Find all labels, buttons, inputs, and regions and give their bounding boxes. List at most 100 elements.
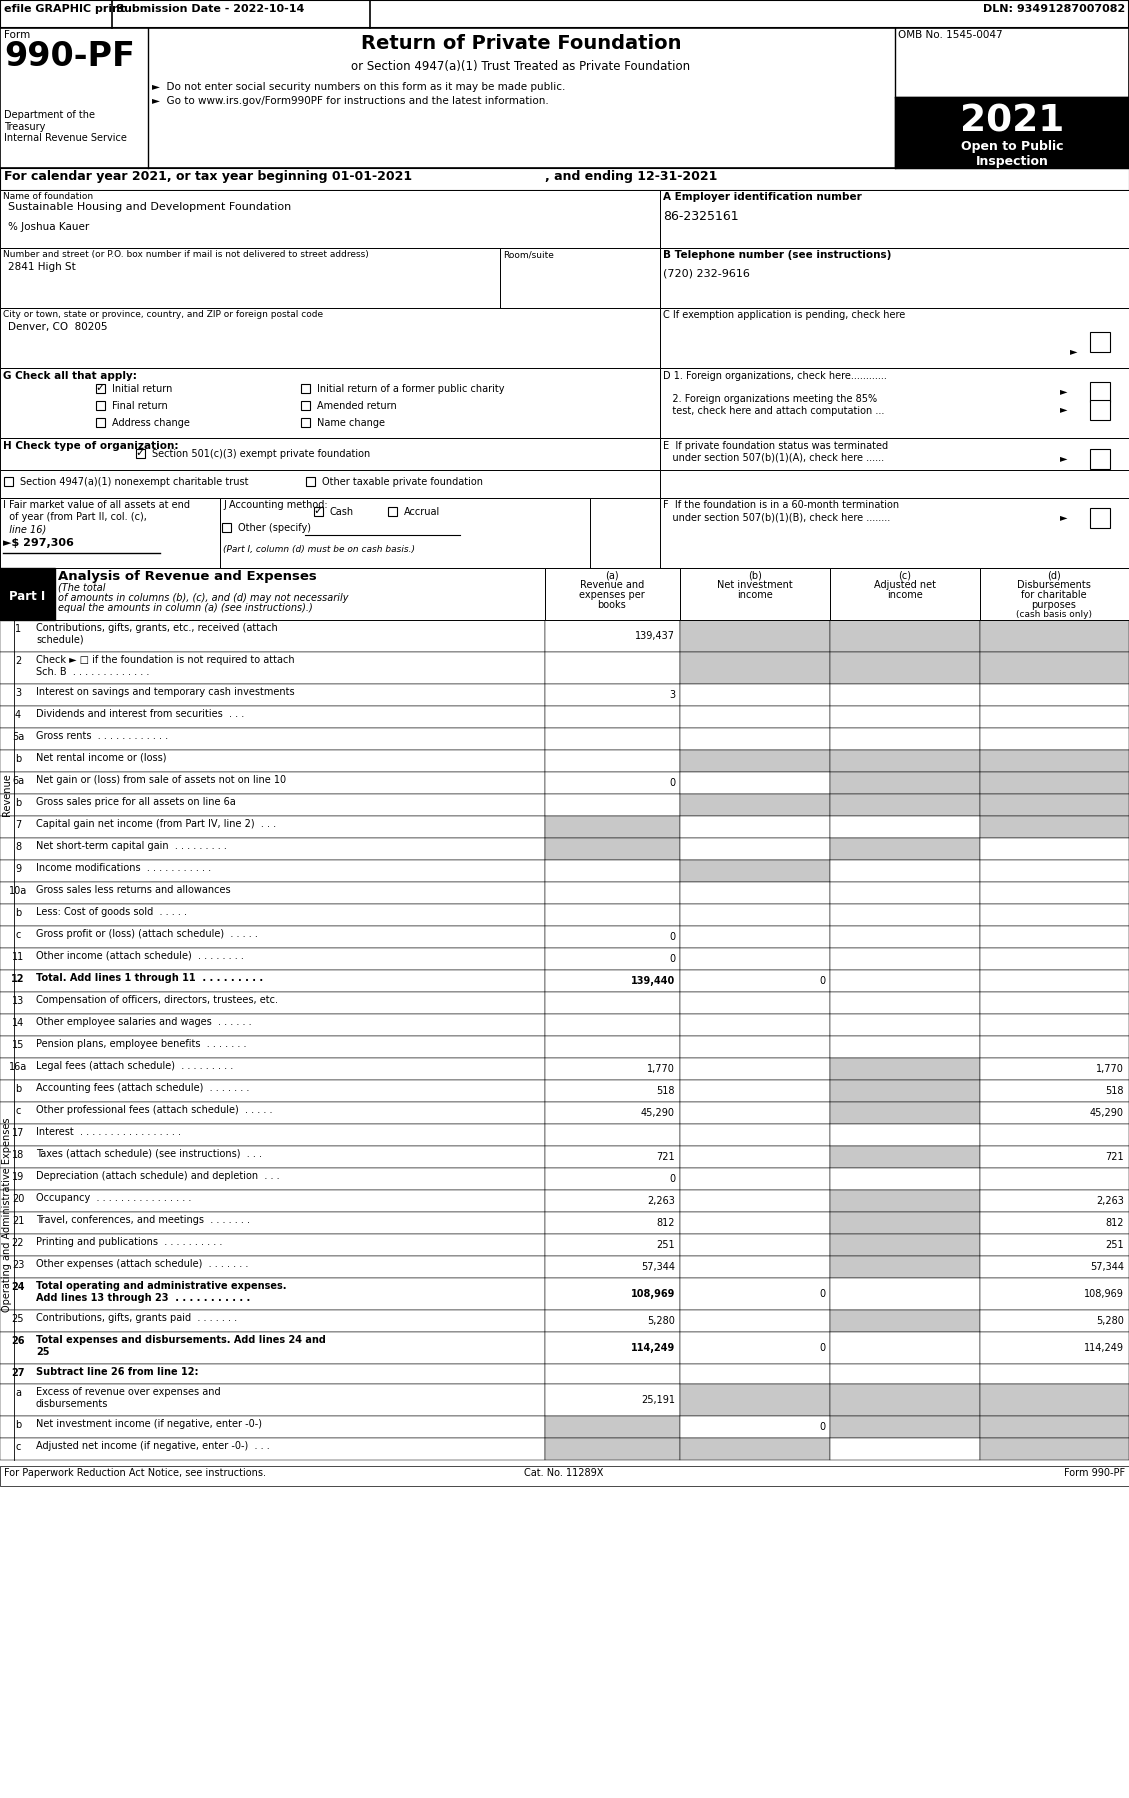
Text: 14: 14 — [12, 1018, 24, 1028]
Bar — [980, 1384, 1129, 1417]
Bar — [0, 771, 545, 795]
Bar — [660, 191, 1129, 248]
Bar — [0, 1124, 545, 1145]
Bar — [980, 795, 1129, 816]
Text: Accrual: Accrual — [404, 507, 440, 518]
Bar — [830, 948, 980, 969]
Bar — [660, 369, 1129, 439]
Bar — [680, 1145, 830, 1169]
Bar — [545, 1278, 680, 1311]
Bar — [0, 1438, 545, 1460]
Bar — [980, 883, 1129, 904]
Text: Other professional fees (attach schedule)  . . . . .: Other professional fees (attach schedule… — [36, 1106, 272, 1115]
Text: 114,249: 114,249 — [1084, 1343, 1124, 1354]
Text: Subtract line 26 from line 12:: Subtract line 26 from line 12: — [36, 1366, 199, 1377]
Text: Submission Date - 2022-10-14: Submission Date - 2022-10-14 — [116, 4, 305, 14]
Text: b: b — [15, 798, 21, 807]
Bar — [830, 1081, 980, 1102]
Bar — [545, 653, 680, 683]
Text: J Accounting method:: J Accounting method: — [224, 500, 327, 511]
Bar — [0, 439, 660, 469]
Bar — [980, 1169, 1129, 1190]
Bar — [980, 948, 1129, 969]
Bar — [830, 568, 980, 620]
Bar — [660, 498, 1129, 568]
Text: efile GRAPHIC print: efile GRAPHIC print — [5, 4, 125, 14]
Text: Total operating and administrative expenses.
Add lines 13 through 23  . . . . . : Total operating and administrative expen… — [36, 1280, 287, 1302]
Bar — [830, 750, 980, 771]
Bar — [830, 620, 980, 653]
Bar — [0, 1384, 545, 1417]
Text: City or town, state or province, country, and ZIP or foreign postal code: City or town, state or province, country… — [3, 309, 323, 318]
Text: 45,290: 45,290 — [1089, 1108, 1124, 1118]
Bar — [680, 795, 830, 816]
Text: 27: 27 — [11, 1368, 25, 1377]
Text: Occupancy  . . . . . . . . . . . . . . . .: Occupancy . . . . . . . . . . . . . . . … — [36, 1194, 192, 1203]
Bar — [830, 707, 980, 728]
Bar — [545, 883, 680, 904]
Text: ►: ► — [1060, 387, 1068, 396]
Text: (c): (c) — [899, 570, 911, 581]
Text: b: b — [15, 908, 21, 919]
Text: (a): (a) — [605, 570, 619, 581]
Bar — [980, 771, 1129, 795]
Text: 139,437: 139,437 — [634, 631, 675, 642]
Bar — [545, 816, 680, 838]
Text: 2841 High St: 2841 High St — [8, 263, 76, 271]
Text: Address change: Address change — [112, 417, 190, 428]
Text: Gross rents  . . . . . . . . . . . .: Gross rents . . . . . . . . . . . . — [36, 732, 168, 741]
Text: 57,344: 57,344 — [1089, 1262, 1124, 1271]
Bar — [980, 1212, 1129, 1233]
Bar — [680, 1057, 830, 1081]
Bar — [96, 401, 105, 410]
Bar — [980, 1036, 1129, 1057]
Text: for charitable: for charitable — [1022, 590, 1087, 601]
Bar — [660, 248, 1129, 307]
Text: b: b — [15, 1420, 21, 1429]
Bar — [680, 653, 830, 683]
Bar — [830, 838, 980, 859]
Text: 15: 15 — [11, 1039, 24, 1050]
Bar — [980, 683, 1129, 707]
Bar — [0, 883, 545, 904]
Text: Excess of revenue over expenses and
disbursements: Excess of revenue over expenses and disb… — [36, 1386, 220, 1408]
Text: (Part I, column (d) must be on cash basis.): (Part I, column (d) must be on cash basi… — [224, 545, 415, 554]
Bar — [545, 904, 680, 926]
Bar — [0, 469, 660, 498]
Bar — [830, 1257, 980, 1278]
Bar — [545, 859, 680, 883]
Text: A Employer identification number: A Employer identification number — [663, 192, 861, 201]
Text: Less: Cost of goods sold  . . . . .: Less: Cost of goods sold . . . . . — [36, 906, 187, 917]
Bar — [830, 1417, 980, 1438]
Text: 12: 12 — [11, 975, 25, 984]
Text: b: b — [15, 753, 21, 764]
Bar — [545, 948, 680, 969]
Bar — [545, 969, 680, 992]
Text: 251: 251 — [656, 1241, 675, 1250]
Text: 21: 21 — [11, 1215, 24, 1226]
Bar — [830, 1036, 980, 1057]
Text: Taxes (attach schedule) (see instructions)  . . .: Taxes (attach schedule) (see instruction… — [36, 1149, 262, 1160]
Text: % Joshua Kauer: % Joshua Kauer — [8, 221, 89, 232]
Bar — [660, 307, 1129, 369]
Bar — [980, 1057, 1129, 1081]
Text: 45,290: 45,290 — [641, 1108, 675, 1118]
Bar — [980, 1438, 1129, 1460]
Text: 17: 17 — [11, 1127, 24, 1138]
Bar — [300, 401, 309, 410]
Text: 19: 19 — [12, 1172, 24, 1181]
Bar — [0, 1257, 545, 1278]
Text: Net short-term capital gain  . . . . . . . . .: Net short-term capital gain . . . . . . … — [36, 841, 227, 850]
Bar — [980, 859, 1129, 883]
Bar — [220, 498, 590, 568]
Bar — [830, 1102, 980, 1124]
Bar — [680, 683, 830, 707]
Bar — [830, 883, 980, 904]
Bar — [680, 1332, 830, 1365]
Bar — [387, 507, 396, 516]
Text: 9: 9 — [15, 865, 21, 874]
Text: Pension plans, employee benefits  . . . . . . .: Pension plans, employee benefits . . . .… — [36, 1039, 246, 1048]
Text: 518: 518 — [1105, 1086, 1124, 1097]
Text: line 16): line 16) — [3, 523, 46, 534]
Bar — [680, 771, 830, 795]
